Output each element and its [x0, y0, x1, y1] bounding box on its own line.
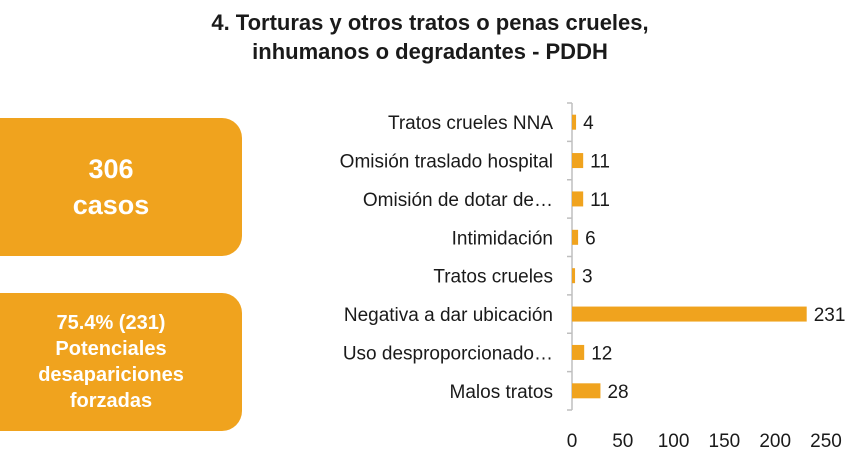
title-line-2: inhumanos o degradantes - PDDH	[252, 39, 608, 64]
x-tick-label: 50	[612, 431, 633, 452]
x-tick-label: 150	[709, 431, 741, 452]
x-tick-label: 100	[658, 431, 690, 452]
disappearances-line-1: 75.4% (231)	[56, 312, 166, 334]
data-label: 12	[591, 343, 612, 364]
bar	[572, 344, 585, 360]
category-label: Omisión traslado hospital	[340, 152, 553, 173]
data-label: 28	[607, 382, 628, 403]
data-label: 3	[582, 267, 593, 288]
category-label: Uso desproporcionado…	[343, 343, 553, 364]
bar	[572, 229, 579, 245]
x-tick-label: 250	[810, 431, 842, 452]
data-label: 231	[814, 305, 846, 326]
bar	[572, 306, 807, 322]
cases-label: casos	[72, 190, 150, 220]
category-label: Tratos crueles	[433, 267, 553, 288]
category-label: Malos tratos	[450, 382, 553, 403]
title-line-1: 4. Torturas y otros tratos o penas cruel…	[211, 10, 649, 35]
chart-title: 4. Torturas y otros tratos o penas cruel…	[0, 8, 860, 66]
category-label: Negativa a dar ubicación	[344, 305, 553, 326]
disappearances-line-3: desapariciones	[38, 364, 184, 386]
x-tick-label: 0	[567, 431, 578, 452]
data-label: 4	[583, 113, 594, 134]
category-label: Tratos crueles NNA	[388, 113, 553, 134]
category-label: Omisión de dotar de…	[363, 190, 553, 211]
bar	[572, 114, 577, 130]
data-label: 6	[585, 228, 596, 249]
cases-number: 306	[88, 154, 134, 184]
x-tick-label: 200	[759, 431, 791, 452]
bar	[572, 268, 576, 284]
bar	[572, 191, 584, 207]
cases-total-box: 306 casos	[0, 118, 242, 256]
disappearances-line-4: forzadas	[69, 390, 153, 412]
disappearances-box: 75.4% (231) Potenciales desapariciones f…	[0, 293, 242, 431]
bar	[572, 383, 601, 399]
category-label: Intimidación	[452, 228, 553, 249]
bar	[572, 153, 584, 169]
data-label: 11	[590, 190, 610, 211]
disappearances-line-2: Potenciales	[55, 338, 167, 360]
data-label: 11	[590, 152, 610, 173]
